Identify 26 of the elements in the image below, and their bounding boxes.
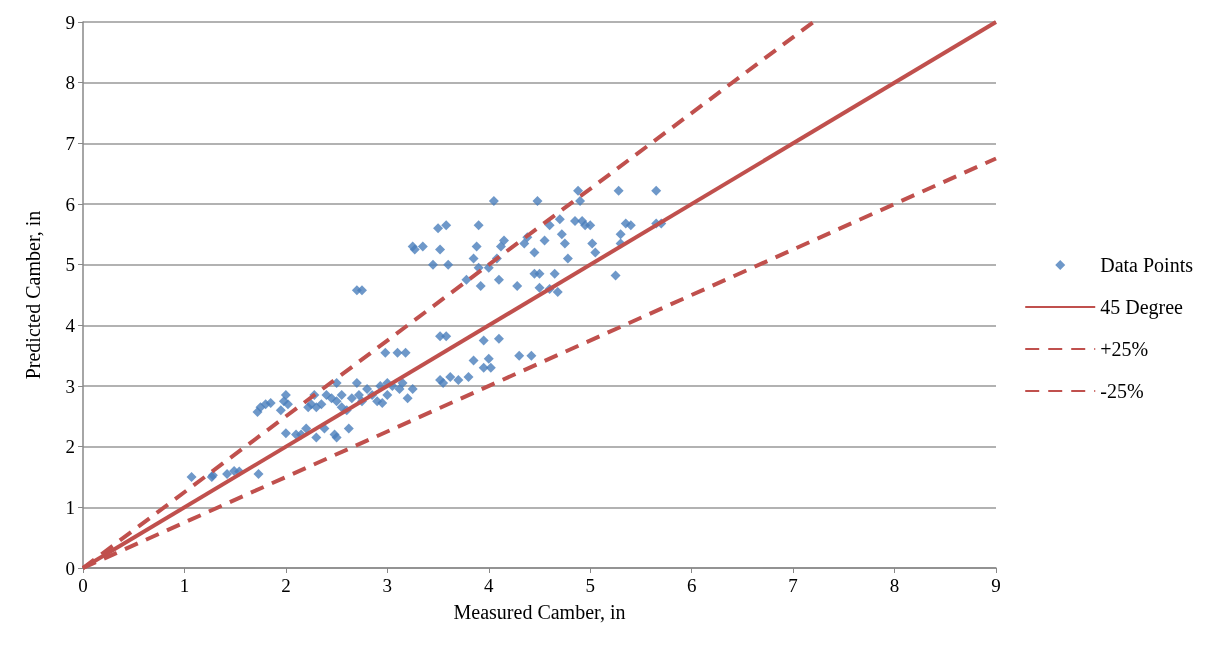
y-tick-label: 2 — [65, 436, 75, 458]
x-axis-title: Measured Camber, in — [453, 601, 626, 623]
y-tick-label: 8 — [65, 72, 75, 94]
y-tick-label: 7 — [65, 132, 75, 154]
y-tick-label: 9 — [65, 11, 75, 33]
legend-label: 45 Degree — [1100, 296, 1184, 319]
x-tick-label: 8 — [889, 575, 900, 596]
x-tick-label: 9 — [991, 575, 1001, 596]
x-tick-label: 1 — [179, 575, 190, 596]
x-tick-label: 7 — [788, 575, 798, 596]
x-tick-label: 3 — [382, 575, 393, 596]
x-tick-label: 0 — [78, 575, 88, 596]
legend-label: -25% — [1100, 380, 1144, 402]
y-tick-label: 1 — [65, 496, 75, 518]
y-tick-label: 4 — [65, 314, 76, 336]
y-tick-label: 0 — [65, 557, 75, 579]
x-tick-label: 5 — [585, 575, 595, 596]
x-tick-label: 2 — [281, 575, 291, 596]
y-tick-label: 5 — [65, 254, 75, 276]
y-tick-label: 3 — [65, 375, 75, 397]
legend-label: Data Points — [1100, 254, 1194, 276]
x-tick-label: 4 — [484, 575, 495, 596]
y-axis-title: Predicted Camber, in — [22, 210, 44, 380]
x-tick-label: 6 — [686, 575, 697, 596]
y-tick-label: 6 — [65, 193, 75, 215]
legend-label: +25% — [1100, 338, 1149, 360]
